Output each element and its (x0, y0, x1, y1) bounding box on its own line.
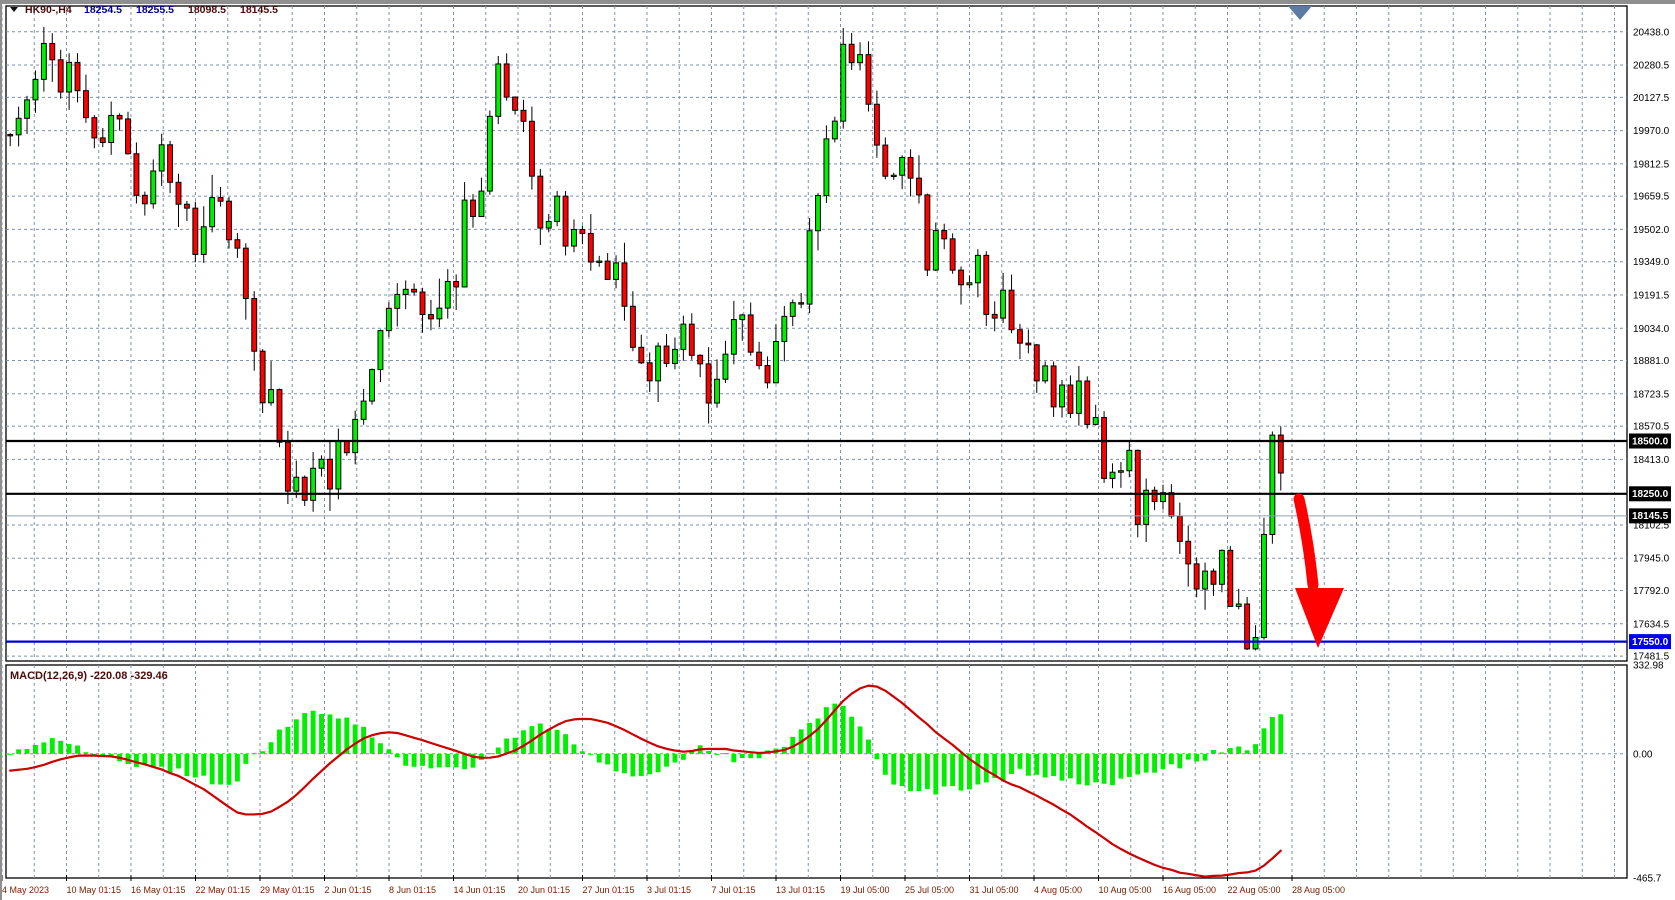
svg-text:14 Jun 01:15: 14 Jun 01:15 (454, 885, 506, 895)
svg-text:25 Jul 05:00: 25 Jul 05:00 (905, 885, 954, 895)
svg-text:22 Aug 05:00: 22 Aug 05:00 (1228, 885, 1281, 895)
svg-text:17945.0: 17945.0 (1633, 554, 1670, 565)
svg-text:19034.0: 19034.0 (1633, 324, 1670, 335)
svg-text:16 Aug 05:00: 16 Aug 05:00 (1163, 885, 1216, 895)
svg-text:29 May 01:15: 29 May 01:15 (260, 885, 315, 895)
svg-text:19349.0: 19349.0 (1633, 257, 1670, 268)
svg-text:19502.0: 19502.0 (1633, 225, 1670, 236)
svg-text:10 May 01:15: 10 May 01:15 (67, 885, 122, 895)
svg-text:19191.5: 19191.5 (1633, 290, 1670, 301)
svg-text:13 Jul 01:15: 13 Jul 01:15 (776, 885, 825, 895)
svg-text:18250.0: 18250.0 (1632, 489, 1669, 500)
svg-text:20438.0: 20438.0 (1633, 27, 1670, 38)
svg-text:19812.5: 19812.5 (1633, 159, 1670, 170)
svg-text:7 Jul 01:15: 7 Jul 01:15 (712, 885, 756, 895)
svg-text:17792.0: 17792.0 (1633, 586, 1670, 597)
svg-text:18145.5: 18145.5 (1632, 511, 1669, 522)
svg-text:10 Aug 05:00: 10 Aug 05:00 (1099, 885, 1152, 895)
svg-text:27 Jun 01:15: 27 Jun 01:15 (583, 885, 635, 895)
svg-text:19970.0: 19970.0 (1633, 126, 1670, 137)
svg-text:31 Jul 05:00: 31 Jul 05:00 (970, 885, 1019, 895)
svg-text:4 May 2023: 4 May 2023 (2, 885, 49, 895)
svg-text:22 May 01:15: 22 May 01:15 (196, 885, 251, 895)
svg-text:18500.0: 18500.0 (1632, 436, 1669, 447)
svg-text:3 Jul 01:15: 3 Jul 01:15 (647, 885, 691, 895)
svg-text:17550.0: 17550.0 (1632, 637, 1669, 648)
svg-text:18413.0: 18413.0 (1633, 455, 1670, 466)
svg-text:2 Jun 01:15: 2 Jun 01:15 (325, 885, 372, 895)
svg-text:28 Aug 05:00: 28 Aug 05:00 (1292, 885, 1345, 895)
svg-text:4 Aug 05:00: 4 Aug 05:00 (1034, 885, 1082, 895)
svg-text:-465.7: -465.7 (1633, 874, 1662, 885)
svg-text:18570.5: 18570.5 (1633, 422, 1670, 433)
svg-text:20 Jun 01:15: 20 Jun 01:15 (518, 885, 570, 895)
svg-text:17634.5: 17634.5 (1633, 619, 1670, 630)
svg-text:20127.5: 20127.5 (1633, 93, 1670, 104)
svg-text:16 May 01:15: 16 May 01:15 (131, 885, 186, 895)
svg-text:18881.0: 18881.0 (1633, 356, 1670, 367)
svg-text:19659.5: 19659.5 (1633, 192, 1670, 203)
svg-text:0.00: 0.00 (1633, 749, 1653, 760)
svg-text:332.98: 332.98 (1633, 661, 1664, 672)
svg-text:20280.5: 20280.5 (1633, 61, 1670, 72)
svg-text:19 Jul 05:00: 19 Jul 05:00 (841, 885, 890, 895)
svg-text:8 Jun 01:15: 8 Jun 01:15 (389, 885, 436, 895)
svg-text:18723.5: 18723.5 (1633, 389, 1670, 400)
